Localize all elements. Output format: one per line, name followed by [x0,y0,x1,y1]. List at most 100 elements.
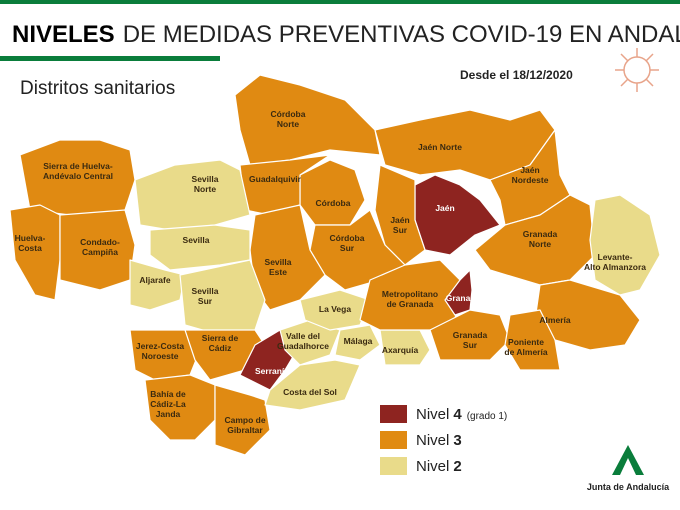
legend-number: 4 [453,406,462,423]
district-area [299,289,371,331]
footer-text: Junta de Andalucía [587,482,670,492]
district-label-line: Sur [463,340,478,350]
district-label-line: Córdoba [330,233,365,243]
district-label: La Vega [319,304,351,314]
district-label: Sierra de Huelva-Andévalo Central [43,161,113,181]
district-area [444,269,473,316]
district-label-line: Jaén [390,215,409,225]
district-label-line: Janda [156,409,181,419]
district-label-line: Campo de [224,415,265,425]
district-area [144,374,216,441]
district-area [299,159,366,226]
district-label-line: Guadalquivir [249,174,302,184]
district-label: Campo de Gibraltar [224,415,265,435]
district-label-line: Sur [198,296,213,306]
district-label-line: Aljarafe [139,275,170,285]
legend-number: 3 [453,432,461,449]
district-label-line: Jaén [435,203,454,213]
district-label-line: Poniente [508,337,544,347]
district-area [334,324,381,361]
district-area [214,384,271,456]
district-area [234,74,381,166]
top-stripe [0,0,680,4]
district-label-line: Bahía de [150,389,186,399]
district-label: Jaén [435,203,454,213]
district-label: Sevilla Este [265,257,292,277]
district-label-line: Granada [523,229,558,239]
district-label: Sevilla Norte [192,174,219,194]
district-label-line: Sevilla [192,286,219,296]
district-label-line: Costa del Sol [283,387,337,397]
district-label: Metropolitano de Granada [382,289,438,309]
district-label-line: Málaga [344,336,373,346]
district-label-line: Sur [340,243,355,253]
district-label: Guadalquivir [249,174,302,184]
title-rest: DE MEDIDAS PREVENTIVAS COVID-19 EN ANDAL… [123,21,680,48]
district-label: Málaga [344,336,373,346]
district-label: Bahía de Cádiz-La Janda [150,389,186,419]
district-label: Córdoba Sur [330,233,365,253]
district-label: Poniente de Almería [504,337,547,357]
district-label: Sevilla [183,235,210,245]
district-label-line: Condado- [80,237,120,247]
legend-swatch [380,457,407,475]
district-label-line: Este [269,267,287,277]
title: NIVELES DE MEDIDAS PREVENTIVAS COVID-19 E… [12,21,680,48]
legend-swatch [380,431,407,449]
district-label: Granada Sur [453,330,488,350]
district-label: Córdoba [316,198,351,208]
legend-note: (grado 1) [467,411,508,422]
district-label-line: Alto Almanzora [584,262,646,272]
district-label-line: Córdoba [271,109,306,119]
district-label: Jaén Nordeste [512,165,549,185]
district-label-line: Levante- [598,252,633,262]
district-label-line: Córdoba [316,198,351,208]
district-label-line: Almería [539,315,570,325]
district-label-line: Jaén [520,165,539,175]
district-area [9,204,61,301]
district-label-line: de Almería [504,347,547,357]
district-label-line: Valle del [286,331,320,341]
district-label-line: Cádiz-La [150,399,186,409]
district-label-line: Sevilla [183,235,210,245]
district-label-line: Campiña [82,247,118,257]
district-label-line: Jerez-Costa [136,341,184,351]
legend-number: 2 [453,458,461,475]
logo: Junta de Andalucía [587,445,670,492]
district-label-line: La Vega [319,304,351,314]
legend-text: Nivel 4 (grado 1) [416,406,507,423]
district-area [129,259,186,311]
district-label-line: Granada [453,330,488,340]
district-label: Granada [446,293,481,303]
district-label: Costa del Sol [283,387,337,397]
district-area [149,224,251,271]
district-label-line: Andévalo Central [43,171,113,181]
district-label: Valle del Guadalhorce [277,331,329,351]
district-label-line: Norte [277,119,299,129]
district-label: Jaén Norte [418,142,462,152]
district-label: Condado-Campiña [80,237,120,257]
district-area [134,159,251,231]
district-label-line: Guadalhorce [277,341,329,351]
title-underline [0,56,220,61]
legend-label: Nivel [416,432,449,449]
district-label: Granada Norte [523,229,558,249]
district-label-line: Noroeste [142,351,179,361]
district-label-line: Gibraltar [227,425,263,435]
district-label: Sierra de Cádiz [202,333,239,353]
legend-label: Nivel [416,406,449,423]
district-label: Levante-Alto Almanzora [584,252,646,272]
district-label-line: Granada [446,293,481,303]
legend-swatch [380,405,407,423]
district-label-line: Metropolitano [382,289,438,299]
subtitle: Distritos sanitarios [20,78,175,99]
district-label-line: Norte [194,184,216,194]
district-area [589,194,661,296]
district-label-line: Sur [393,225,408,235]
district-label: Córdoba Norte [271,109,306,129]
legend: Nivel 4 (grado 1) Nivel 3 Nivel 2 [380,405,507,475]
legend-text: Nivel 2 [416,458,462,475]
district-label-line: Nordeste [512,175,549,185]
district-label: Jerez-Costa Noroeste [136,341,184,361]
